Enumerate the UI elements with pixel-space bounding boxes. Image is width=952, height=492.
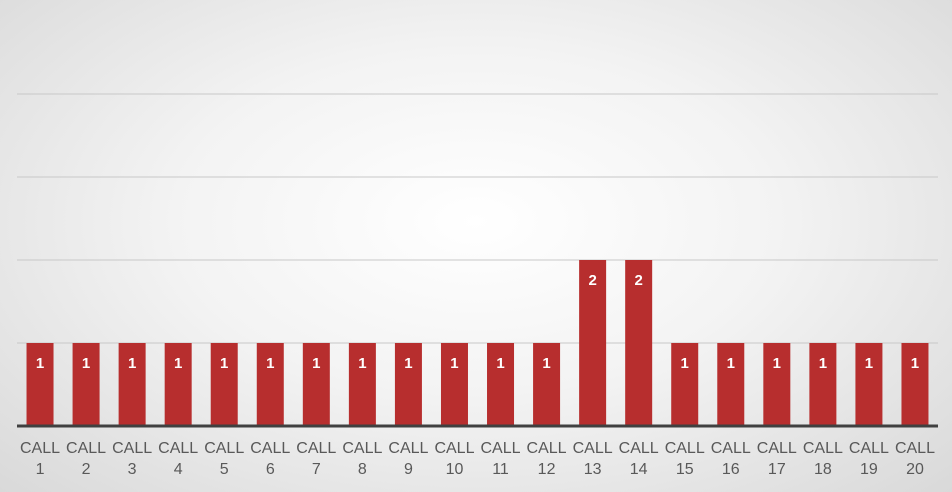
bar [625,260,653,426]
x-tick-label: CALL 4 [158,440,198,478]
data-label: 1 [865,355,873,372]
x-tick-label: CALL 15 [665,440,705,478]
bars [26,260,929,426]
data-label: 1 [773,355,781,372]
bar [394,343,422,426]
x-tick-label: CALL 7 [296,440,336,478]
x-tick-label: CALL 11 [481,440,521,478]
x-tick-label: CALL 20 [895,440,935,478]
x-tick-label: CALL 18 [803,440,843,478]
x-tick-label: CALL 9 [388,440,428,478]
data-label: 1 [542,355,550,372]
x-tick-label: CALL 13 [573,440,613,478]
x-tick-label: CALL 19 [849,440,889,478]
bar [671,343,699,426]
data-label: 1 [220,355,228,372]
data-label: 1 [727,355,735,372]
bar [164,343,192,426]
data-label: 1 [496,355,504,372]
bar [533,343,561,426]
data-label: 1 [681,355,689,372]
data-label: 2 [588,272,596,289]
bar [487,343,515,426]
bar [717,343,745,426]
data-labels: 1 1 1 1 1 1 1 1 1 1 1 1 2 2 1 1 1 1 1 1 [36,272,919,372]
data-label: 1 [266,355,274,372]
x-tick-label: CALL 12 [527,440,567,478]
x-tick-label: CALL 17 [757,440,797,478]
bar [256,343,284,426]
bar [210,343,238,426]
x-tick-label: CALL 3 [112,440,152,478]
x-tick-label: CALL 5 [204,440,244,478]
data-label: 2 [635,272,643,289]
data-label: 1 [174,355,182,372]
bar [26,343,54,426]
bar [72,343,100,426]
bar [579,260,607,426]
bar [809,343,837,426]
bar [901,343,929,426]
data-label: 1 [82,355,90,372]
x-tick-label: CALL 14 [619,440,659,478]
x-tick-label: CALL 10 [434,440,474,478]
bar [118,343,146,426]
bar [855,343,883,426]
bar [302,343,330,426]
x-tick-label: CALL 2 [66,440,106,478]
data-label: 1 [450,355,458,372]
data-label: 1 [911,355,919,372]
x-tick-label: CALL 8 [342,440,382,478]
bar [440,343,468,426]
data-label: 1 [312,355,320,372]
data-label: 1 [358,355,366,372]
x-tick-label: CALL 16 [711,440,751,478]
x-tick-label: CALL 1 [20,440,60,478]
gridlines [17,93,938,344]
x-tick-label: CALL 6 [250,440,290,478]
data-label: 1 [36,355,44,372]
data-label: 1 [128,355,136,372]
data-label: 1 [819,355,827,372]
data-label: 1 [404,355,412,372]
bar [348,343,376,426]
bar [763,343,791,426]
